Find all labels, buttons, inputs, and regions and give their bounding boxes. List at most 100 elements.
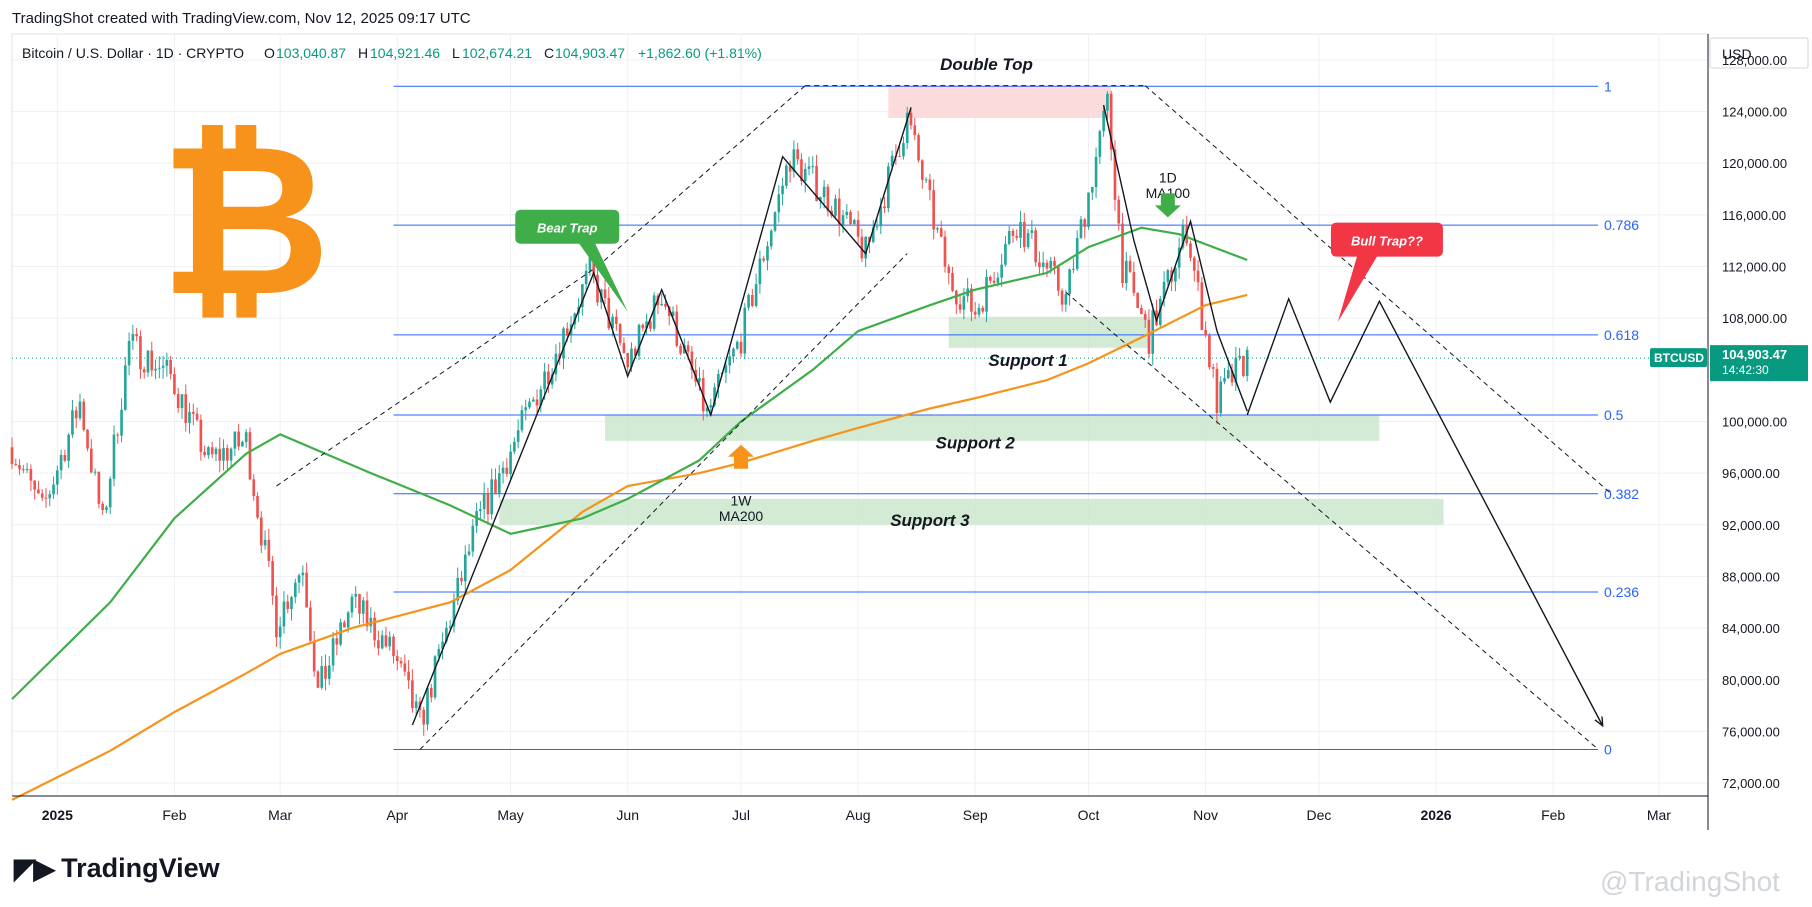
- candle-body: [135, 333, 138, 337]
- candle-body: [437, 648, 441, 657]
- candle-body: [1140, 307, 1143, 315]
- candles-layer[interactable]: [10, 90, 1249, 736]
- candle-body: [1189, 243, 1192, 258]
- candle-body: [1192, 257, 1196, 271]
- tradingview-logo[interactable]: ◤▶ TradingView: [14, 850, 220, 886]
- candle-body: [290, 597, 293, 610]
- close-label: C: [544, 45, 554, 61]
- candle-body: [1000, 264, 1003, 278]
- candle-body: [157, 367, 161, 369]
- candle-body: [112, 434, 116, 479]
- candle-body: [743, 307, 747, 354]
- candle-body: [1158, 298, 1162, 326]
- candle-body: [25, 468, 29, 471]
- candle-body: [1245, 349, 1249, 377]
- x-tick-label: Dec: [1306, 807, 1331, 823]
- candle-body: [324, 666, 327, 679]
- candle-body: [479, 509, 482, 512]
- channel-line: [276, 266, 598, 487]
- support-zone: [499, 498, 1444, 525]
- double-top-label: Double Top: [940, 55, 1033, 74]
- candle-body: [320, 666, 324, 688]
- candle-body: [1087, 192, 1090, 228]
- candle-body: [792, 149, 796, 172]
- fib-label: 0: [1604, 742, 1612, 758]
- candle-body: [229, 448, 233, 461]
- candle-body: [297, 575, 301, 583]
- candle-body: [490, 479, 494, 515]
- candle-body: [800, 159, 803, 182]
- y-tick-label: 112,000.00: [1722, 259, 1786, 274]
- candle-body: [667, 306, 671, 316]
- y-tick-label: 120,000.00: [1722, 156, 1787, 171]
- price-tag-countdown: 14:42:30: [1722, 363, 1769, 377]
- candle-body: [1045, 262, 1049, 269]
- candle-body: [78, 401, 82, 419]
- candle-body: [1011, 230, 1015, 236]
- candle-body: [199, 419, 203, 452]
- ma200-tf-label: 1W: [731, 492, 753, 508]
- candle-body: [422, 709, 426, 725]
- bull-trap-label: Bull Trap??: [1351, 234, 1423, 249]
- candle-body: [524, 407, 528, 411]
- zigzag-path: [411, 107, 912, 726]
- candle-body: [796, 149, 799, 160]
- candle-body: [316, 671, 320, 688]
- candle-body: [361, 600, 365, 614]
- candle-body: [988, 276, 992, 281]
- candle-body: [981, 307, 985, 312]
- candle-body: [664, 303, 667, 307]
- candle-body: [849, 211, 852, 224]
- candle-body: [962, 296, 966, 310]
- candle-body: [1143, 314, 1147, 320]
- currency-button[interactable]: [1709, 37, 1809, 69]
- candle-body: [1102, 110, 1105, 132]
- candle-body: [853, 220, 856, 224]
- candle-body: [954, 290, 958, 305]
- candle-body: [392, 636, 395, 657]
- candle-body: [482, 493, 486, 510]
- candle-body: [101, 503, 104, 511]
- fib-label: 1: [1604, 78, 1612, 94]
- y-tick-label: 128,000.00: [1722, 53, 1787, 68]
- candle-body: [233, 431, 237, 449]
- candle-body: [819, 197, 822, 201]
- time-axis[interactable]: 2025 Feb Mar Apr May Jun Jul Aug Sep Oct Nov Dec 202…: [12, 795, 1708, 823]
- candle-body: [550, 374, 554, 385]
- candle-body: [1056, 266, 1060, 291]
- candle-body: [331, 638, 335, 666]
- candle-body: [603, 289, 607, 299]
- ma200-line: [11, 293, 1248, 801]
- candle-body: [44, 497, 48, 499]
- candle-body: [652, 295, 656, 329]
- bitcoin-glyph: ₿: [159, 98, 330, 343]
- price-tag-symbol: BTCUSD: [1654, 351, 1704, 365]
- candle-body: [705, 407, 709, 412]
- resistance-zone: [888, 85, 1112, 118]
- candle-body: [909, 112, 913, 126]
- candle-body: [592, 257, 596, 275]
- candle-body: [259, 517, 263, 546]
- channel-line: [597, 85, 806, 267]
- candle-body: [142, 369, 146, 373]
- candle-body: [751, 294, 754, 306]
- candle-body: [1155, 310, 1158, 326]
- candle-body: [728, 356, 732, 366]
- candle-body: [505, 467, 509, 475]
- candle-body: [645, 321, 648, 329]
- symbol-legend[interactable]: Bitcoin / U.S. Dollar · 1D · CRYPTO O 10…: [22, 45, 762, 61]
- price-axis[interactable]: USD 128,000.00 124,000.00 120,000.00 116,00…: [1707, 34, 1809, 830]
- candle-body: [433, 656, 437, 698]
- candle-body: [807, 166, 811, 169]
- candle-body: [407, 671, 410, 681]
- candle-body: [1117, 199, 1121, 224]
- candle-body: [86, 429, 89, 449]
- candle-body: [883, 206, 886, 209]
- candle-body: [1196, 270, 1200, 283]
- candle-body: [917, 135, 920, 161]
- candle-body: [82, 401, 86, 430]
- candle-body: [739, 341, 743, 354]
- candle-body: [1215, 368, 1219, 414]
